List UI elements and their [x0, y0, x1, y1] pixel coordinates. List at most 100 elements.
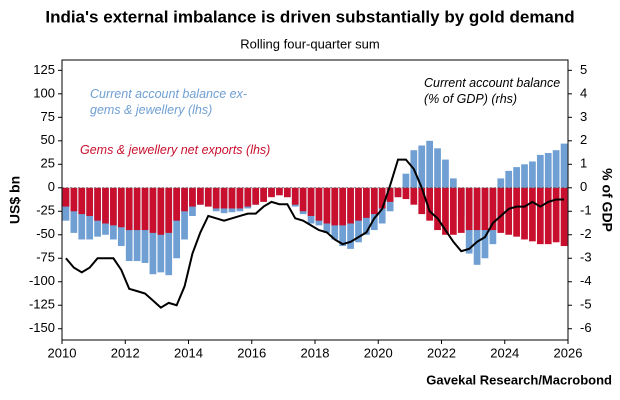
- bar: [133, 187, 141, 231]
- bar: [181, 187, 188, 212]
- bar: [291, 187, 299, 205]
- chart-subtitle: Rolling four-quarter sum: [240, 36, 379, 51]
- bar: [220, 187, 228, 209]
- bar: [252, 187, 260, 205]
- bar: [299, 187, 307, 212]
- bar: [513, 187, 520, 237]
- bar: [426, 140, 434, 188]
- bar: [552, 187, 560, 243]
- bar: [529, 161, 536, 188]
- bar: [276, 187, 283, 196]
- bar: [410, 187, 418, 205]
- bar: [94, 187, 101, 221]
- bar: [181, 187, 188, 240]
- bar: [449, 187, 457, 235]
- bar: [442, 187, 449, 235]
- y2-tick-label: 4: [580, 85, 587, 100]
- bar: [307, 187, 315, 216]
- bar: [78, 187, 86, 215]
- bar: [457, 187, 465, 233]
- y-tick-label: 125: [33, 62, 55, 77]
- bar: [521, 164, 528, 188]
- y-tick-label: -125: [29, 297, 55, 312]
- bar: [125, 187, 133, 231]
- bar: [70, 187, 78, 212]
- bar: [497, 187, 505, 233]
- bar: [149, 187, 157, 233]
- bar: [505, 187, 513, 235]
- bar: [117, 187, 125, 228]
- y-tick-label: 75: [41, 109, 55, 124]
- x-tick-label: 2012: [111, 345, 140, 360]
- bar: [513, 167, 520, 188]
- x-tick-label: 2014: [174, 345, 203, 360]
- bar: [418, 145, 426, 188]
- bar: [62, 187, 70, 207]
- y2-tick-label: -4: [580, 273, 592, 288]
- x-tick-label: 2024: [490, 345, 519, 360]
- bar: [402, 173, 410, 188]
- chart-title: India's external imbalance is driven sub…: [45, 7, 574, 26]
- bar: [536, 187, 544, 245]
- bar: [204, 187, 212, 207]
- bar: [244, 187, 252, 207]
- bar: [196, 187, 204, 205]
- y-tick-label: -100: [29, 273, 55, 288]
- bar: [552, 150, 560, 188]
- bar: [544, 187, 552, 245]
- y2-tick-label: 5: [580, 62, 587, 77]
- bar: [315, 187, 323, 221]
- source: Gavekal Research/Macrobond: [426, 372, 612, 387]
- y2-tick-label: 0: [580, 179, 587, 194]
- bar: [489, 187, 497, 231]
- x-tick-label: 2010: [48, 345, 77, 360]
- y2-axis-label: % of GDP: [599, 168, 615, 232]
- bar: [544, 153, 552, 188]
- bar: [560, 187, 568, 247]
- bar: [228, 187, 236, 209]
- bar: [141, 187, 149, 231]
- bar: [260, 187, 267, 202]
- bar: [347, 187, 354, 224]
- bar: [86, 187, 94, 216]
- line: [65, 158, 565, 309]
- y2-tick-label: -3: [580, 250, 592, 265]
- bar: [283, 187, 291, 198]
- bar: [165, 187, 173, 233]
- bar: [402, 187, 410, 200]
- bar: [189, 187, 196, 207]
- bar: [323, 187, 331, 224]
- bar: [418, 187, 426, 215]
- bar: [378, 187, 386, 209]
- y2-tick-label: -6: [580, 320, 592, 335]
- bar: [173, 187, 181, 259]
- bar: [386, 187, 394, 202]
- bar: [268, 187, 275, 198]
- bar: [355, 187, 362, 221]
- y-tick-label: 100: [33, 85, 55, 100]
- x-tick-label: 2020: [364, 345, 393, 360]
- y2-tick-label: 3: [580, 109, 587, 124]
- series-label: Current account balance (% of GDP) (rhs): [424, 76, 561, 106]
- bar: [236, 187, 244, 209]
- y2-tick-label: 1: [580, 156, 587, 171]
- bar: [442, 159, 449, 188]
- bar: [529, 187, 536, 242]
- x-tick-label: 2022: [427, 345, 456, 360]
- bar: [370, 187, 378, 215]
- bar: [110, 187, 117, 226]
- x-tick-label: 2016: [237, 345, 266, 360]
- bar: [331, 187, 339, 226]
- bar: [212, 187, 220, 209]
- bar: [394, 187, 402, 198]
- bar: [521, 187, 528, 240]
- bar: [505, 170, 513, 188]
- bar: [497, 178, 505, 188]
- y2-tick-label: -2: [580, 226, 592, 241]
- bar: [465, 187, 473, 231]
- bar: [157, 187, 165, 235]
- bar: [434, 148, 441, 188]
- y-tick-label: -50: [36, 226, 55, 241]
